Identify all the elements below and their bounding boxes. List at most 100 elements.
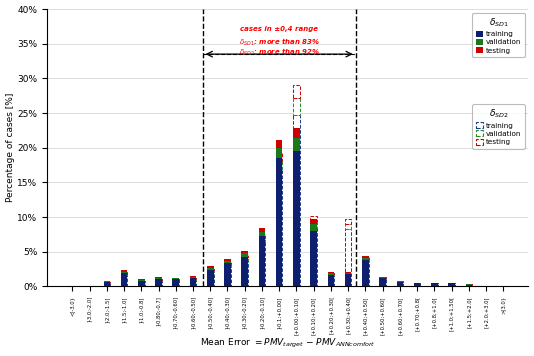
Bar: [293, 138, 300, 151]
Bar: [224, 262, 231, 264]
Bar: [328, 275, 334, 286]
Bar: [310, 221, 317, 228]
Bar: [155, 277, 162, 278]
Bar: [345, 219, 351, 224]
Bar: [328, 274, 334, 286]
Bar: [155, 280, 162, 281]
Bar: [345, 229, 351, 286]
Bar: [258, 236, 265, 286]
Bar: [224, 266, 231, 286]
Bar: [172, 279, 179, 286]
Bar: [104, 282, 110, 286]
Bar: [276, 140, 282, 148]
Bar: [310, 216, 317, 221]
Bar: [138, 281, 145, 282]
Bar: [190, 278, 197, 279]
Bar: [224, 264, 231, 266]
Bar: [362, 258, 368, 260]
Bar: [362, 260, 368, 286]
Bar: [310, 224, 317, 231]
Bar: [104, 281, 110, 282]
Text: $\delta_{SD2}$: more than 92%: $\delta_{SD2}$: more than 92%: [239, 47, 320, 58]
Bar: [414, 283, 420, 286]
Bar: [190, 279, 197, 286]
Bar: [207, 270, 214, 272]
Bar: [121, 272, 127, 273]
Bar: [293, 115, 300, 286]
Bar: [138, 279, 145, 280]
Bar: [431, 283, 438, 286]
Bar: [379, 277, 386, 278]
Bar: [155, 278, 162, 279]
Bar: [138, 282, 145, 286]
Bar: [207, 269, 214, 270]
Bar: [449, 283, 455, 286]
Bar: [121, 274, 127, 275]
Bar: [172, 279, 179, 281]
Bar: [241, 251, 248, 253]
Bar: [258, 242, 265, 286]
Bar: [449, 283, 455, 286]
Bar: [397, 281, 403, 282]
Bar: [310, 219, 317, 224]
Bar: [397, 282, 403, 286]
Bar: [379, 278, 386, 286]
Bar: [379, 278, 386, 286]
Bar: [379, 277, 386, 278]
Text: $\delta_{SD1}$: more than 83%: $\delta_{SD1}$: more than 83%: [239, 37, 320, 48]
Bar: [155, 281, 162, 286]
Bar: [207, 266, 214, 268]
Bar: [310, 228, 317, 286]
Bar: [121, 272, 127, 274]
Bar: [241, 253, 248, 257]
Bar: [241, 255, 248, 257]
Legend: training, validation, testing: training, validation, testing: [472, 104, 525, 149]
Bar: [293, 98, 300, 115]
Bar: [328, 273, 334, 274]
Bar: [258, 228, 265, 232]
Bar: [328, 272, 334, 273]
Bar: [224, 263, 231, 286]
Bar: [345, 273, 351, 274]
Bar: [466, 284, 472, 286]
Bar: [431, 283, 438, 286]
Bar: [121, 273, 127, 286]
Bar: [328, 273, 334, 274]
Text: cases in ±0,4 range: cases in ±0,4 range: [240, 26, 318, 32]
Bar: [138, 280, 145, 281]
Bar: [276, 158, 282, 286]
Bar: [224, 261, 231, 263]
Bar: [258, 234, 265, 238]
Bar: [414, 283, 420, 286]
Bar: [241, 257, 248, 260]
Bar: [328, 274, 334, 275]
Bar: [310, 231, 317, 286]
Bar: [241, 257, 248, 286]
Bar: [121, 275, 127, 286]
Bar: [104, 283, 110, 286]
Bar: [172, 281, 179, 286]
Bar: [121, 271, 127, 272]
Bar: [258, 232, 265, 236]
Bar: [258, 238, 265, 242]
Bar: [276, 153, 282, 161]
Bar: [345, 274, 351, 286]
Bar: [104, 282, 110, 283]
Bar: [155, 279, 162, 286]
Bar: [466, 284, 472, 286]
Bar: [190, 278, 197, 286]
Bar: [190, 276, 197, 277]
Bar: [276, 161, 282, 169]
Bar: [293, 151, 300, 286]
Bar: [345, 272, 351, 273]
X-axis label: Mean Error $=PMV_{target}$ $-$ $PMV_{ANNcomfort}$: Mean Error $=PMV_{target}$ $-$ $PMV_{ANN…: [200, 337, 375, 350]
Bar: [293, 85, 300, 98]
Bar: [362, 261, 368, 286]
Bar: [155, 279, 162, 280]
Bar: [362, 259, 368, 261]
Bar: [276, 148, 282, 158]
Bar: [207, 272, 214, 286]
Bar: [190, 277, 197, 278]
Bar: [345, 224, 351, 229]
Bar: [362, 256, 368, 258]
